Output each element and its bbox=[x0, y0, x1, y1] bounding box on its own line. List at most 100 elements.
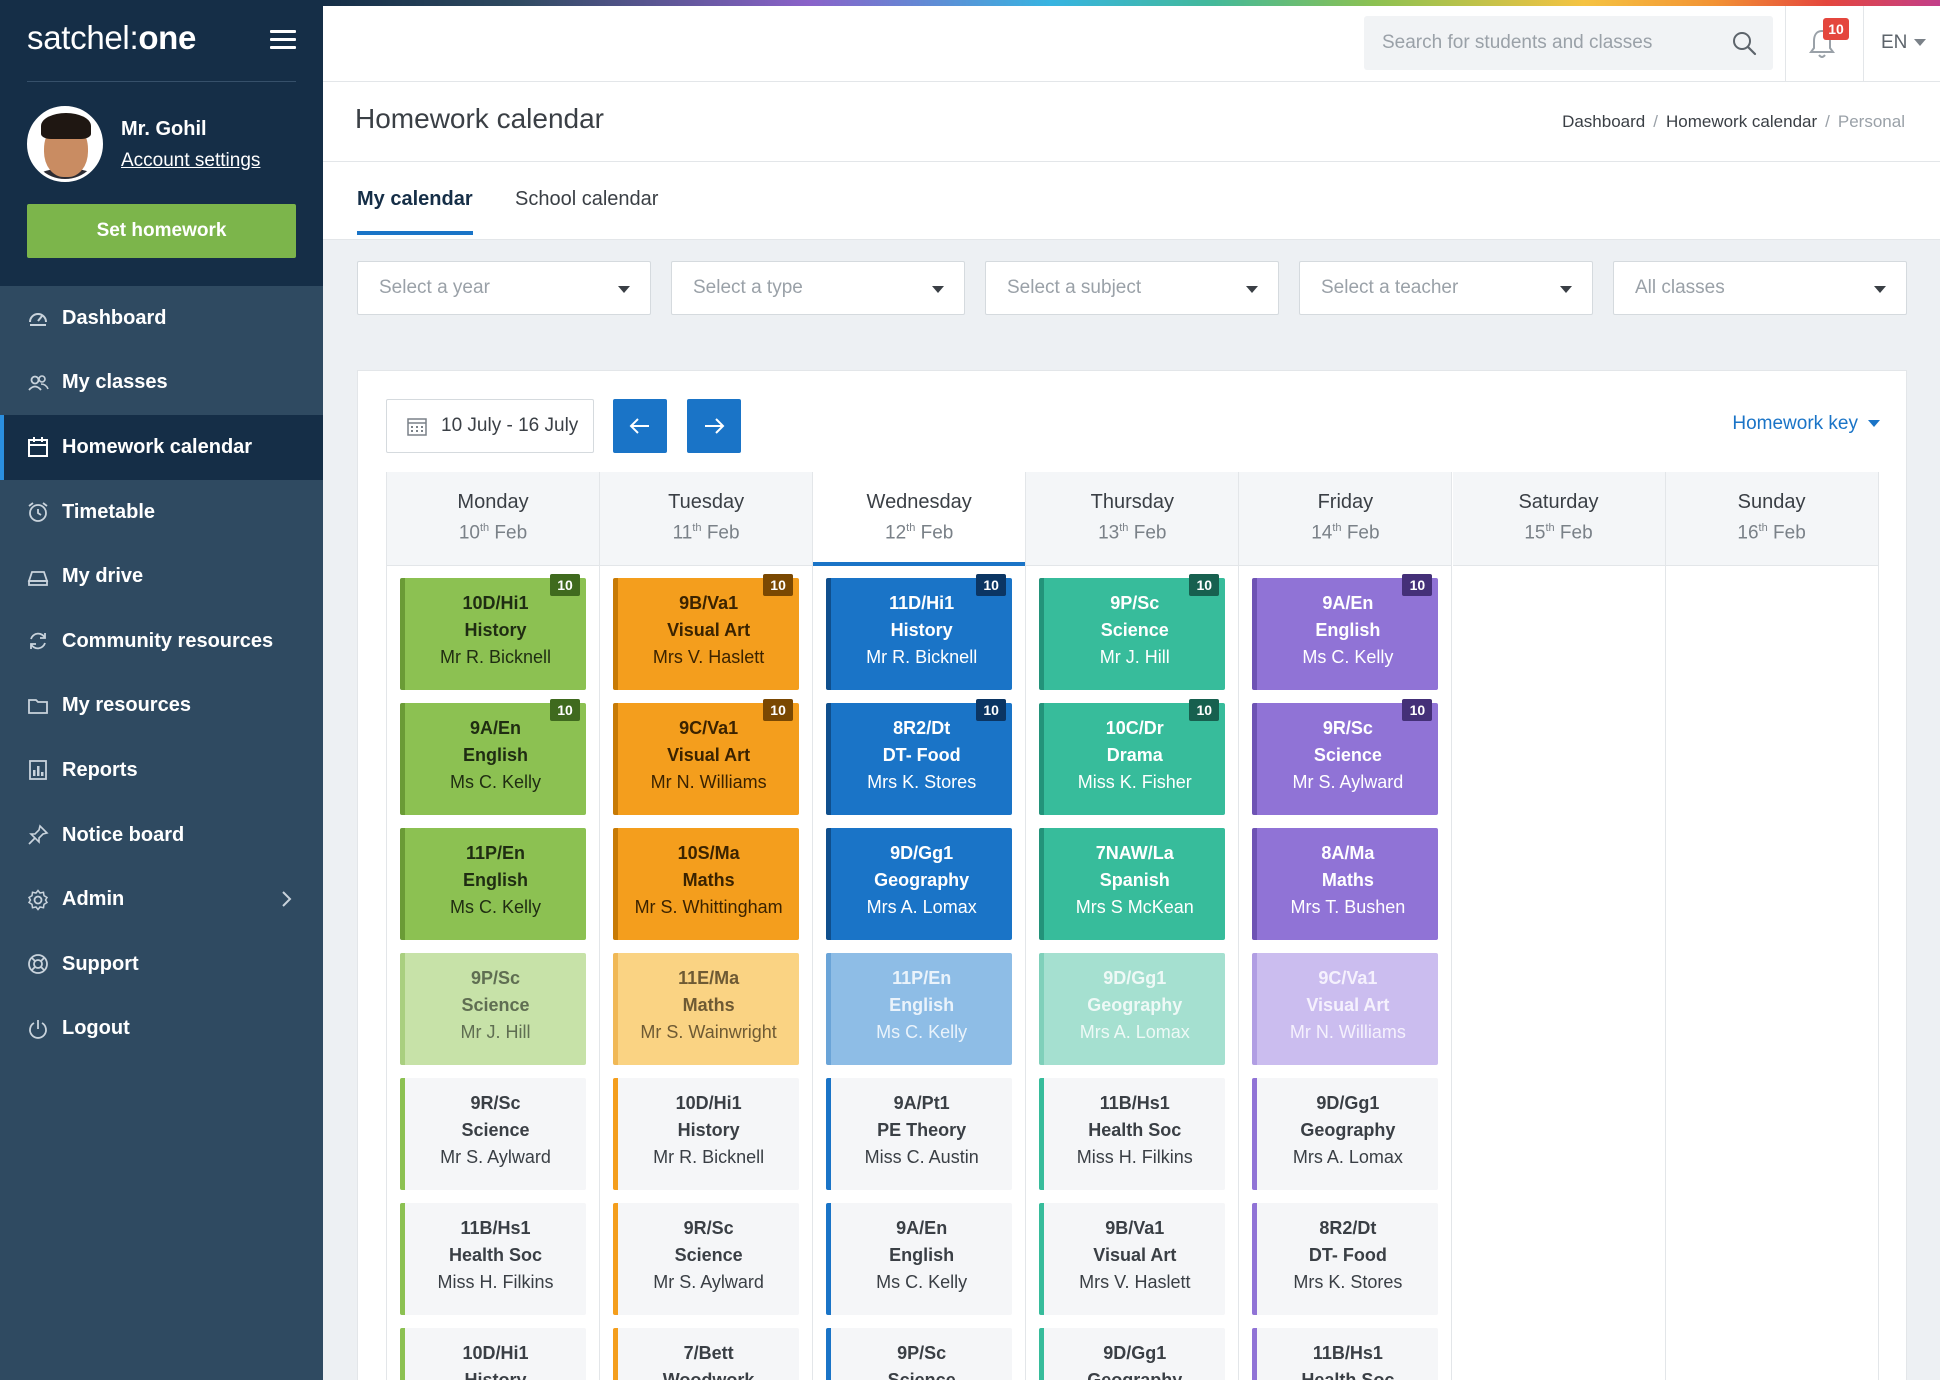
homework-card[interactable]: 7NAW/La Spanish Mrs S McKean bbox=[1039, 828, 1226, 940]
homework-card[interactable]: 11B/Hs1 Health Soc Miss H. Filkins bbox=[400, 1203, 586, 1315]
previous-week-button[interactable] bbox=[613, 399, 667, 453]
teacher-select[interactable]: Select a teacher bbox=[1299, 261, 1593, 315]
date-range-label: 10 July - 16 July bbox=[441, 415, 579, 436]
homework-teacher: Ms C. Kelly bbox=[449, 772, 541, 792]
sidebar-item-label: Support bbox=[62, 952, 139, 975]
homework-card[interactable]: 7/Bett Woodwork bbox=[613, 1328, 800, 1380]
homework-subject: Geography bbox=[874, 870, 970, 890]
search-input[interactable] bbox=[1364, 16, 1724, 70]
homework-card[interactable]: 9C/Va1 Visual Art Mr N. Williams 10 bbox=[613, 699, 800, 815]
hamburger-menu-icon[interactable] bbox=[270, 30, 296, 50]
sidebar-item-community-resources[interactable]: Community resources bbox=[0, 609, 323, 674]
app-logo[interactable]: satchel:one bbox=[27, 19, 197, 56]
sidebar-item-reports[interactable]: Reports bbox=[0, 738, 323, 803]
year-select[interactable]: Select a year bbox=[357, 261, 651, 315]
homework-card[interactable]: 10D/Hi1 History Mr R. Bicknell 10 bbox=[400, 574, 586, 690]
homework-card[interactable]: 9A/En English Ms C. Kelly 10 bbox=[400, 699, 586, 815]
calendar-card: 10 July - 16 July Homework key Monday 10t… bbox=[357, 370, 1907, 1380]
homework-card[interactable]: 10S/Ma Maths Mr S. Whittingham bbox=[613, 828, 800, 940]
homework-card[interactable]: 11E/Ma Maths Mr S. Wainwright bbox=[613, 953, 800, 1065]
set-homework-button[interactable]: Set homework bbox=[27, 204, 296, 258]
homework-subject: Visual Art bbox=[667, 745, 751, 765]
homework-teacher: Mrs A. Lomax bbox=[866, 897, 977, 917]
homework-card[interactable]: 9D/Gg1 Geography Mrs A. Lomax bbox=[1039, 953, 1226, 1065]
homework-card[interactable]: 8A/Ma Maths Mrs T. Bushen bbox=[1252, 828, 1439, 940]
homework-class-code: 11B/Hs1 bbox=[1099, 1093, 1170, 1113]
caret-down-icon bbox=[1246, 286, 1258, 293]
homework-card[interactable]: 11P/En English Ms C. Kelly bbox=[826, 953, 1013, 1065]
sidebar-item-homework-calendar[interactable]: Homework calendar bbox=[0, 415, 323, 480]
sidebar-item-admin[interactable]: Admin bbox=[0, 867, 323, 932]
sidebar-item-my-drive[interactable]: My drive bbox=[0, 544, 323, 609]
sidebar-item-support[interactable]: Support bbox=[0, 932, 323, 997]
account-settings-link[interactable]: Account settings bbox=[121, 150, 261, 171]
sidebar-item-dashboard[interactable]: Dashboard bbox=[0, 286, 323, 351]
homework-card[interactable]: 9P/Sc Science Mr J. Hill 10 bbox=[1039, 574, 1226, 690]
homework-card[interactable]: 9D/Gg1 Geography bbox=[1039, 1328, 1226, 1380]
day-name: Saturday bbox=[1518, 491, 1599, 513]
sidebar-item-notice-board[interactable]: Notice board bbox=[0, 803, 323, 868]
subject-select[interactable]: Select a subject bbox=[985, 261, 1279, 315]
homework-card[interactable]: 11D/Hi1 History Mr R. Bicknell 10 bbox=[826, 574, 1013, 690]
sidebar-item-my-classes[interactable]: My classes bbox=[0, 351, 323, 416]
homework-card[interactable]: 9A/En English Ms C. Kelly 10 bbox=[1252, 574, 1439, 690]
homework-card[interactable]: 9C/Va1 Visual Art Mr N. Williams bbox=[1252, 953, 1439, 1065]
search-icon[interactable] bbox=[1731, 30, 1757, 56]
users-icon bbox=[27, 372, 49, 394]
drive-icon bbox=[27, 566, 49, 588]
sidebar-item-logout[interactable]: Logout bbox=[0, 997, 323, 1062]
caret-down-icon bbox=[1874, 286, 1886, 293]
homework-card[interactable]: 10D/Hi1 History bbox=[400, 1328, 586, 1380]
language-selector[interactable]: EN bbox=[1881, 32, 1927, 54]
homework-card[interactable]: 10D/Hi1 History Mr R. Bicknell bbox=[613, 1078, 800, 1190]
tab-my-calendar[interactable]: My calendar bbox=[357, 188, 473, 235]
homework-card[interactable]: 9D/Gg1 Geography Mrs A. Lomax bbox=[1252, 1078, 1439, 1190]
day-header: Wednesday 12th Feb bbox=[813, 472, 1026, 566]
avatar[interactable] bbox=[27, 106, 103, 182]
breadcrumb-homework-calendar[interactable]: Homework calendar bbox=[1665, 112, 1818, 131]
homework-count-badge: 10 bbox=[976, 574, 1007, 596]
day-column-sunday: Sunday 16th Feb bbox=[1665, 472, 1879, 1380]
homework-key-dropdown[interactable]: Homework key bbox=[1732, 413, 1880, 435]
homework-subject: English bbox=[1315, 620, 1381, 640]
homework-subject: Visual Art bbox=[1093, 1245, 1177, 1265]
topbar-divider bbox=[1863, 6, 1864, 82]
homework-teacher: Ms C. Kelly bbox=[1302, 647, 1394, 667]
date-range-picker[interactable]: 10 July - 16 July bbox=[386, 399, 594, 453]
homework-card[interactable]: 9R/Sc Science Mr S. Aylward bbox=[613, 1203, 800, 1315]
homework-subject: History bbox=[890, 620, 953, 640]
caret-down-icon bbox=[618, 286, 630, 293]
homework-subject: Woodwork bbox=[662, 1370, 755, 1380]
day-body: 9B/Va1 Visual Art Mrs V. Haslett 10 9C/Va1 Vi… bbox=[600, 566, 812, 1380]
homework-card[interactable]: 11P/En English Ms C. Kelly bbox=[400, 828, 586, 940]
homework-count-badge: 10 bbox=[976, 699, 1007, 721]
homework-card[interactable]: 8R2/Dt DT- Food Mrs K. Stores bbox=[1252, 1203, 1439, 1315]
sidebar-item-timetable[interactable]: Timetable bbox=[0, 480, 323, 545]
homework-card[interactable]: 9A/Pt1 PE Theory Miss C. Austin bbox=[826, 1078, 1013, 1190]
homework-card[interactable]: 9D/Gg1 Geography Mrs A. Lomax bbox=[826, 828, 1013, 940]
homework-subject: History bbox=[464, 620, 527, 640]
next-week-button[interactable] bbox=[687, 399, 741, 453]
day-header: Monday 10th Feb bbox=[387, 472, 599, 566]
day-name: Sunday bbox=[1737, 491, 1806, 513]
homework-card[interactable]: 9R/Sc Science Mr S. Aylward 10 bbox=[1252, 699, 1439, 815]
homework-card[interactable]: 9A/En English Ms C. Kelly bbox=[826, 1203, 1013, 1315]
calendar-icon bbox=[407, 418, 427, 436]
homework-card[interactable]: 9B/Va1 Visual Art Mrs V. Haslett bbox=[1039, 1203, 1226, 1315]
homework-card[interactable]: 9P/Sc Science bbox=[826, 1328, 1013, 1380]
day-name: Monday bbox=[457, 491, 529, 513]
homework-card[interactable]: 9B/Va1 Visual Art Mrs V. Haslett 10 bbox=[613, 574, 800, 690]
homework-card[interactable]: 8R2/Dt DT- Food Mrs K. Stores 10 bbox=[826, 699, 1013, 815]
sidebar-item-my-resources[interactable]: My resources bbox=[0, 674, 323, 739]
homework-teacher: Mr J. Hill bbox=[460, 1022, 531, 1042]
homework-card[interactable]: 11B/Hs1 Health Soc Miss H. Filkins bbox=[1039, 1078, 1226, 1190]
tab-school-calendar[interactable]: School calendar bbox=[515, 188, 659, 210]
homework-card[interactable]: 9P/Sc Science Mr J. Hill bbox=[400, 953, 586, 1065]
homework-card[interactable]: 10C/Dr Drama Miss K. Fisher 10 bbox=[1039, 699, 1226, 815]
homework-card[interactable]: 11B/Hs1 Health Soc bbox=[1252, 1328, 1439, 1380]
day-body: 10D/Hi1 History Mr R. Bicknell 10 9A/En Engli… bbox=[387, 566, 599, 1380]
type-select[interactable]: Select a type bbox=[671, 261, 965, 315]
class-select[interactable]: All classes bbox=[1613, 261, 1907, 315]
breadcrumb-dashboard[interactable]: Dashboard bbox=[1562, 112, 1646, 131]
homework-card[interactable]: 9R/Sc Science Mr S. Aylward bbox=[400, 1078, 586, 1190]
